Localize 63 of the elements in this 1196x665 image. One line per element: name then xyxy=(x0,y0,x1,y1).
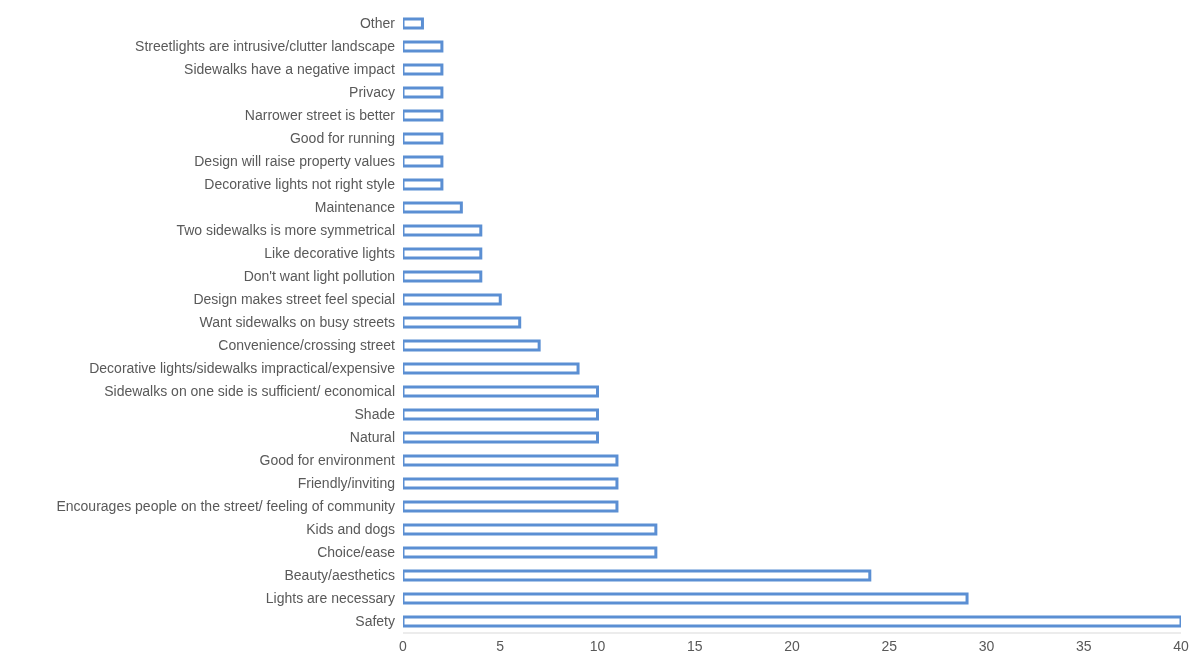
bar xyxy=(403,408,599,421)
y-tick-label: Natural xyxy=(349,429,395,446)
y-tick-label: Narrower street is better xyxy=(244,107,396,124)
bar xyxy=(403,316,522,329)
y-tick-label: Maintenance xyxy=(314,199,396,216)
y-tick-label: Shade xyxy=(354,406,396,423)
x-tick-label: 15 xyxy=(686,637,703,654)
y-tick-label: Sidewalks on one side is sufficient/ economical xyxy=(104,383,395,400)
bar xyxy=(403,201,463,214)
x-tick-label: 10 xyxy=(589,637,606,654)
bar xyxy=(403,385,599,398)
bar xyxy=(403,615,1181,628)
bar xyxy=(403,178,444,191)
y-tick-label: Like decorative lights xyxy=(264,245,395,262)
y-tick-label: Good for environment xyxy=(259,452,396,469)
bar xyxy=(403,523,658,536)
bar xyxy=(403,17,424,30)
y-tick-label: Other xyxy=(359,15,396,32)
x-tick-label: 35 xyxy=(1075,637,1092,654)
y-tick-label: Decorative lights/sidewalks impractical/expensive xyxy=(89,360,396,377)
x-tick-label: 0 xyxy=(399,637,408,654)
bar xyxy=(403,431,599,444)
y-tick-label: Design will raise property values xyxy=(194,153,395,170)
bar xyxy=(403,109,444,122)
bar xyxy=(403,339,541,352)
y-tick-label: Don't want light pollution xyxy=(243,268,395,285)
bar xyxy=(403,500,619,513)
bar xyxy=(403,247,483,260)
y-tick-label: Decorative lights not right style xyxy=(204,176,396,193)
y-tick-label: Two sidewalks is more symmetrical xyxy=(176,222,395,239)
x-tick-label: 25 xyxy=(881,637,898,654)
bar xyxy=(403,270,483,283)
y-tick-label: Beauty/aesthetics xyxy=(284,567,395,584)
y-tick-label: Good for running xyxy=(289,130,395,147)
y-tick-label: Choice/ease xyxy=(317,544,396,561)
y-tick-label: Design makes street feel special xyxy=(193,291,395,308)
bar xyxy=(403,362,580,375)
y-tick-label: Privacy xyxy=(349,84,395,101)
y-tick-label: Lights are necessary xyxy=(265,590,395,607)
x-tick-label: 30 xyxy=(978,637,995,654)
y-tick-label: Sidewalks have a negative impact xyxy=(184,61,396,78)
bar xyxy=(403,454,619,467)
y-tick-label: Encourages people on the street/ feeling of community xyxy=(56,498,395,515)
bar xyxy=(403,546,658,559)
y-tick-label: Want sidewalks on busy streets xyxy=(199,314,395,331)
bar xyxy=(403,63,444,76)
bar xyxy=(403,592,969,605)
bar xyxy=(403,293,502,306)
y-tick-label: Friendly/inviting xyxy=(297,475,395,492)
y-tick-label: Convenience/crossing street xyxy=(218,337,396,354)
bar xyxy=(403,40,444,53)
x-tick-label: 20 xyxy=(784,637,800,654)
bar xyxy=(403,569,872,582)
y-tick-label: Safety xyxy=(355,613,395,630)
bar xyxy=(403,224,483,237)
x-tick-label: 40 xyxy=(1173,637,1189,654)
y-tick-label: Kids and dogs xyxy=(306,521,395,538)
bar xyxy=(403,477,619,490)
y-tick-label: Streetlights are intrusive/clutter landscape xyxy=(135,38,396,55)
bar xyxy=(403,132,444,145)
x-tick-label: 5 xyxy=(496,637,505,654)
bar xyxy=(403,86,444,99)
bar xyxy=(403,155,444,168)
